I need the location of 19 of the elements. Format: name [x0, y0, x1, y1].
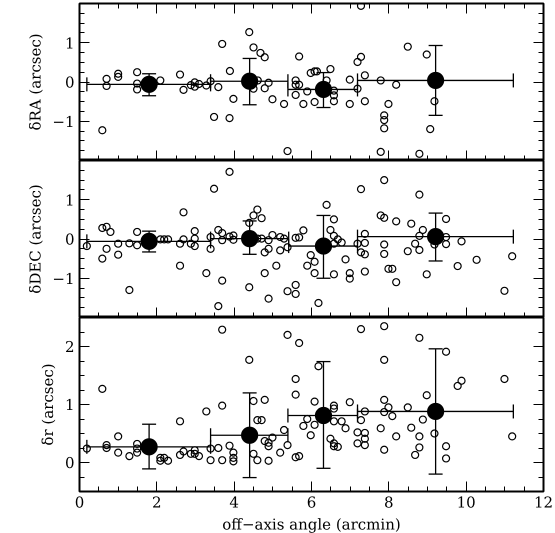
y-tick-label: −1 [52, 112, 75, 131]
x-axis-title: off−axis angle (arcmin) [222, 516, 401, 533]
x-tick-label: 12 [534, 494, 554, 512]
y-axis-title: δDEC (arcsec) [26, 184, 44, 294]
y-tick-label: −1 [52, 270, 75, 288]
x-tick-label: 6 [306, 494, 316, 512]
y-tick-label: 1 [64, 191, 75, 210]
y-tick-label: 1 [64, 34, 75, 52]
y-tick-label: 1 [64, 396, 75, 414]
x-tick-label: 4 [229, 494, 239, 512]
y-tick-label: 2 [64, 338, 75, 356]
y-tick-label: 0 [64, 74, 75, 92]
x-tick-label: 10 [456, 494, 476, 512]
y-tick-label: 0 [64, 454, 75, 472]
x-tick-label: 8 [384, 494, 394, 512]
x-tick-label: 2 [152, 494, 162, 512]
y-axis-title: δr (arcsec) [38, 363, 57, 446]
y-tick-label: 0 [64, 230, 75, 248]
y-axis-title: δRA (arcsec) [26, 33, 44, 131]
